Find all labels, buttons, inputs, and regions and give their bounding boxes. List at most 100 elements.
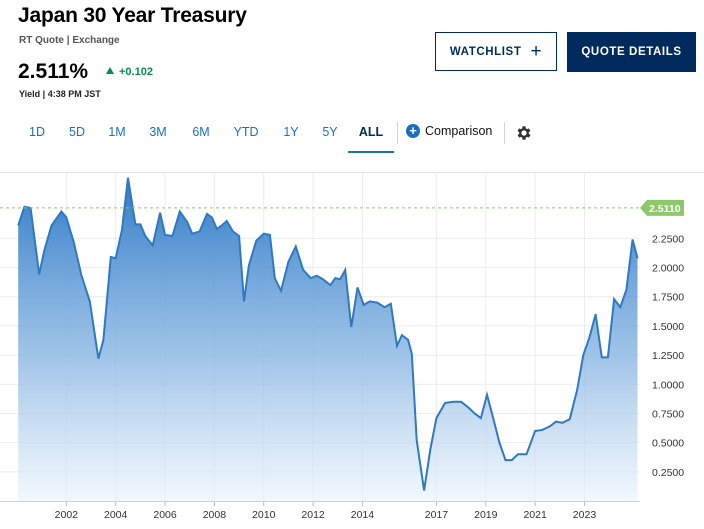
data-point[interactable] (428, 448, 432, 452)
data-point[interactable] (624, 288, 628, 292)
data-point[interactable] (64, 215, 68, 219)
data-point[interactable] (220, 224, 224, 228)
data-point[interactable] (170, 234, 174, 238)
data-point[interactable] (575, 388, 579, 392)
data-point[interactable] (158, 211, 162, 215)
range-tab-1m[interactable]: 1M (108, 125, 126, 139)
data-point[interactable] (185, 220, 189, 224)
data-point[interactable] (279, 289, 283, 293)
range-tab-all[interactable]: ALL (348, 120, 394, 153)
data-point[interactable] (375, 301, 379, 305)
data-point[interactable] (618, 305, 622, 309)
data-point[interactable] (443, 401, 447, 405)
range-tab-5d[interactable]: 5D (69, 125, 85, 139)
data-point[interactable] (210, 215, 214, 219)
data-point[interactable] (568, 417, 572, 421)
data-point[interactable] (231, 229, 235, 233)
data-point[interactable] (262, 232, 266, 236)
data-point[interactable] (151, 243, 155, 247)
data-point[interactable] (422, 488, 426, 492)
comparison-button[interactable]: + Comparison (406, 124, 492, 138)
data-point[interactable] (631, 238, 635, 242)
data-point[interactable] (560, 421, 564, 425)
data-point[interactable] (321, 277, 325, 281)
data-point[interactable] (606, 355, 610, 359)
data-point[interactable] (237, 234, 241, 238)
data-point[interactable] (88, 299, 92, 303)
data-point[interactable] (338, 277, 342, 281)
data-point[interactable] (328, 283, 332, 287)
data-point[interactable] (205, 212, 209, 216)
data-point[interactable] (178, 210, 182, 214)
data-point[interactable] (533, 429, 537, 433)
data-point[interactable] (548, 424, 552, 428)
data-point[interactable] (434, 416, 438, 420)
data-point[interactable] (120, 228, 124, 232)
data-point[interactable] (114, 256, 118, 260)
data-point[interactable] (301, 268, 305, 272)
data-point[interactable] (395, 344, 399, 348)
data-point[interactable] (349, 325, 353, 329)
data-point[interactable] (309, 276, 313, 280)
gear-icon[interactable] (515, 124, 533, 142)
data-point[interactable] (294, 245, 298, 249)
yield-chart[interactable]: 2.5110 2002 2004 2006 2008 2010 2012 2014 2017 2… (0, 172, 704, 529)
data-point[interactable] (72, 240, 76, 244)
range-tab-6m[interactable]: 6M (192, 125, 210, 139)
data-point[interactable] (143, 234, 147, 238)
data-point[interactable] (138, 222, 142, 226)
data-point[interactable] (525, 452, 529, 456)
data-point[interactable] (541, 428, 545, 432)
data-point[interactable] (368, 299, 372, 303)
quote-details-button[interactable]: QUOTE DETAILS (567, 32, 696, 72)
range-tab-5y[interactable]: 5Y (322, 125, 338, 139)
data-point[interactable] (198, 229, 202, 233)
data-point[interactable] (467, 406, 471, 410)
data-point[interactable] (16, 224, 20, 228)
data-point[interactable] (101, 338, 105, 342)
data-point[interactable] (510, 458, 514, 462)
data-point[interactable] (254, 239, 258, 243)
data-point[interactable] (109, 255, 113, 259)
data-point[interactable] (415, 438, 419, 442)
data-point[interactable] (554, 420, 558, 424)
data-point[interactable] (315, 274, 319, 278)
data-point[interactable] (59, 210, 63, 214)
data-point[interactable] (215, 227, 219, 231)
data-point[interactable] (612, 297, 616, 301)
data-point[interactable] (273, 276, 277, 280)
data-point[interactable] (133, 222, 137, 226)
data-point[interactable] (479, 416, 483, 420)
range-tab-3m[interactable]: 3M (149, 125, 167, 139)
data-point[interactable] (410, 352, 414, 356)
data-point[interactable] (42, 249, 46, 253)
data-point[interactable] (497, 441, 501, 445)
data-point[interactable] (333, 276, 337, 280)
data-point[interactable] (225, 219, 229, 223)
data-point[interactable] (516, 452, 520, 456)
data-point[interactable] (389, 302, 393, 306)
data-point[interactable] (37, 273, 41, 277)
data-point[interactable] (247, 263, 251, 267)
range-tab-ytd[interactable]: YTD (233, 125, 259, 139)
data-point[interactable] (485, 393, 489, 397)
data-point[interactable] (459, 400, 463, 404)
data-point[interactable] (190, 232, 194, 236)
data-point[interactable] (473, 411, 477, 415)
data-point[interactable] (581, 353, 585, 357)
data-point[interactable] (383, 305, 387, 309)
data-point[interactable] (355, 285, 359, 289)
data-point[interactable] (286, 260, 290, 264)
data-point[interactable] (400, 333, 404, 337)
data-point[interactable] (452, 400, 456, 404)
data-point[interactable] (600, 355, 604, 359)
data-point[interactable] (587, 336, 591, 340)
data-point[interactable] (163, 233, 167, 237)
data-point[interactable] (362, 303, 366, 307)
data-point[interactable] (50, 224, 54, 228)
range-tab-1y[interactable]: 1Y (283, 125, 299, 139)
data-point[interactable] (242, 299, 246, 303)
data-point[interactable] (504, 458, 508, 462)
data-point[interactable] (268, 233, 272, 237)
data-point[interactable] (126, 176, 130, 180)
